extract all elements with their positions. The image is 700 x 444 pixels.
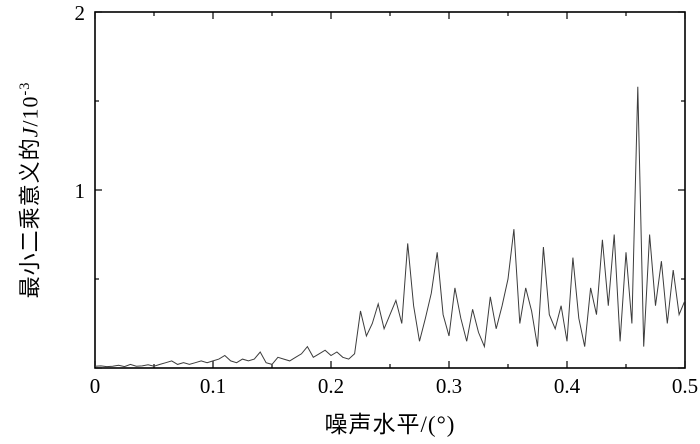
svg-text:0.3: 0.3 — [436, 374, 462, 398]
svg-text:0.1: 0.1 — [200, 374, 226, 398]
svg-text:0.4: 0.4 — [554, 374, 581, 398]
x-axis-label: 噪声水平/(°) — [324, 412, 456, 437]
svg-text:2: 2 — [75, 1, 86, 25]
svg-text:0.2: 0.2 — [318, 374, 344, 398]
data-line — [94, 86, 686, 368]
svg-text:0: 0 — [90, 374, 101, 398]
svg-text:0.5: 0.5 — [672, 374, 698, 398]
svg-text:1: 1 — [75, 179, 86, 203]
